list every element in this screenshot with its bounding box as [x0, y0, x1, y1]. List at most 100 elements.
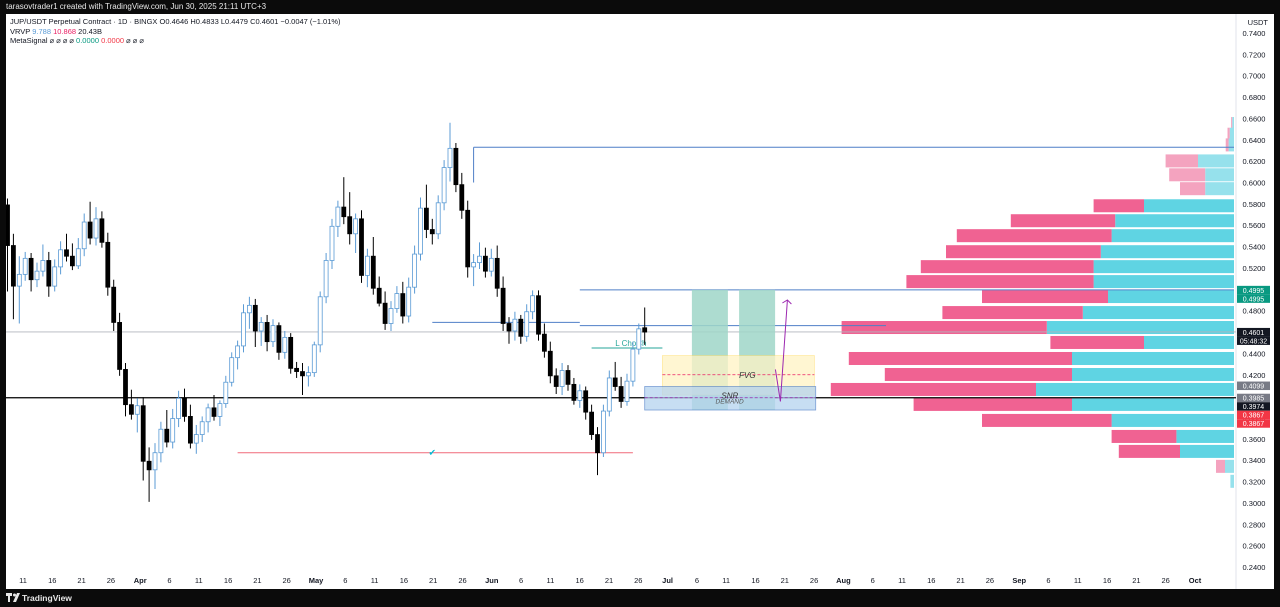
price-badge [1237, 294, 1270, 303]
candle-body [595, 434, 600, 454]
candle-body [258, 322, 264, 332]
price-badge-label: 0.4099 [1243, 384, 1265, 391]
volume-profile-down-bar [913, 397, 1072, 411]
choch-label: L ChoCh [615, 339, 646, 348]
candle-body [394, 293, 400, 309]
vrvp-total: 20.43B [78, 27, 102, 36]
candle-body [270, 325, 276, 343]
high-value: H0.4833 [190, 17, 219, 26]
volume-profile-up-bar [1072, 368, 1234, 382]
volume-profile-up-bar [1144, 199, 1234, 213]
candle-body [335, 206, 341, 227]
candle-body [530, 295, 535, 313]
volume-profile-up-bar [1093, 260, 1234, 274]
candle-body [164, 428, 170, 443]
time-tick-label: 6 [519, 576, 523, 585]
candle-body [93, 218, 99, 239]
candle-body [170, 418, 176, 443]
candle-body [524, 311, 530, 337]
volume-profile-up-bar [1144, 335, 1234, 349]
price-badge-label: 0.4995 [1243, 296, 1265, 303]
volume-profile-down-bar [956, 229, 1112, 243]
chart-frame[interactable]: ✔ FVG SNR DEMAND L ChoCh 0.7400 0.7200 0.7000 0.… [6, 14, 1274, 589]
price-tick-label: 0.4200 [1243, 371, 1266, 380]
candle-body [300, 371, 305, 377]
price-tick-label: 0.6000 [1243, 179, 1266, 188]
candle-body [323, 260, 329, 298]
candle-body [117, 322, 122, 370]
time-tick-label: 11 [722, 576, 730, 585]
close-value: C0.4601 [250, 17, 279, 26]
volume-profile-up-bar [1082, 306, 1234, 320]
time-tick-label: 21 [605, 576, 613, 585]
candle-body [329, 225, 335, 261]
candle-body [187, 416, 193, 444]
price-badge-label: 0.3867 [1243, 421, 1265, 428]
candle-body [542, 333, 547, 352]
time-tick-label: 6 [343, 576, 347, 585]
volume-profile-down-bar [1050, 335, 1144, 349]
vrvp-name[interactable]: VRVP [10, 27, 31, 36]
time-tick-label: 26 [1162, 576, 1170, 585]
candle-body [400, 293, 406, 317]
price-tick-label: 0.3000 [1243, 499, 1266, 508]
change-value: −0.0047 (−1.01%) [280, 17, 341, 26]
candle-body [536, 295, 541, 335]
snr-label: SNR [721, 392, 738, 401]
time-tick-label: 6 [695, 576, 699, 585]
price-badge [1237, 402, 1270, 411]
metasignal-value-2: 0.0000 [101, 36, 125, 45]
time-tick-label: Jun [485, 576, 499, 585]
price-tick-label: 0.6200 [1243, 157, 1266, 166]
price-tick-label: 0.7000 [1243, 72, 1266, 81]
volume-profile-down-bar [1231, 117, 1233, 131]
candle-body [294, 367, 300, 372]
candle-body [235, 345, 241, 359]
price-badge [1237, 393, 1270, 403]
tradingview-brand: TradingView [22, 593, 72, 603]
candle-body [441, 167, 447, 204]
candle-body [447, 147, 453, 168]
candle-body [382, 302, 388, 324]
candle-body [471, 262, 477, 268]
volume-profile-down-bar [830, 382, 1036, 396]
price-tick-label: 0.5600 [1243, 221, 1266, 230]
candle-body [583, 390, 589, 413]
checkmark-label: ✔ [429, 448, 437, 458]
candle-body [571, 383, 577, 401]
price-badge [1237, 419, 1270, 428]
time-tick-label: 26 [986, 576, 994, 585]
volume-profile-down-bar [884, 368, 1072, 382]
price-tick-label: 0.6800 [1243, 93, 1266, 102]
candle-body [58, 249, 63, 268]
header-bar: tarasovtrader1 created with TradingView.… [0, 0, 1280, 14]
volume-profile-up-bar [1046, 321, 1234, 335]
time-tick-label: 26 [107, 576, 115, 585]
candle-body [506, 323, 512, 332]
candle-body [553, 375, 559, 387]
metasignal-name[interactable]: MetaSignal [10, 36, 48, 45]
volume-profile-down-bar [1216, 459, 1225, 473]
footer-bar: TradingView [0, 589, 1280, 607]
volume-profile-up-bar [1205, 168, 1234, 182]
candle-body [264, 322, 270, 343]
candle-body [22, 257, 28, 275]
volume-profile-down-bar [1165, 154, 1198, 168]
vrvp-down: 10.868 [53, 27, 77, 36]
time-tick-label: 16 [751, 576, 759, 585]
candle-body [459, 184, 465, 211]
price-badge-label: 0.3974 [1243, 404, 1265, 411]
symbol-title[interactable]: JUP/USDT Perpetual Contract · 1D · BINGX [10, 17, 158, 26]
volume-profile-down-bar [1093, 199, 1144, 213]
metasignal-tail: ⌀ ⌀ ⌀ [126, 36, 144, 45]
candle-body [40, 260, 46, 272]
vrvp-up: 9.788 [32, 27, 52, 36]
candle-body [288, 336, 294, 369]
volume-profile-up-bar [1111, 229, 1234, 243]
time-tick-label: Oct [1189, 576, 1202, 585]
volume-profile-down-bar [1010, 214, 1116, 228]
time-tick-label: 11 [547, 576, 555, 585]
volume-profile-up-bar [1232, 117, 1234, 131]
candle-body [547, 350, 553, 377]
